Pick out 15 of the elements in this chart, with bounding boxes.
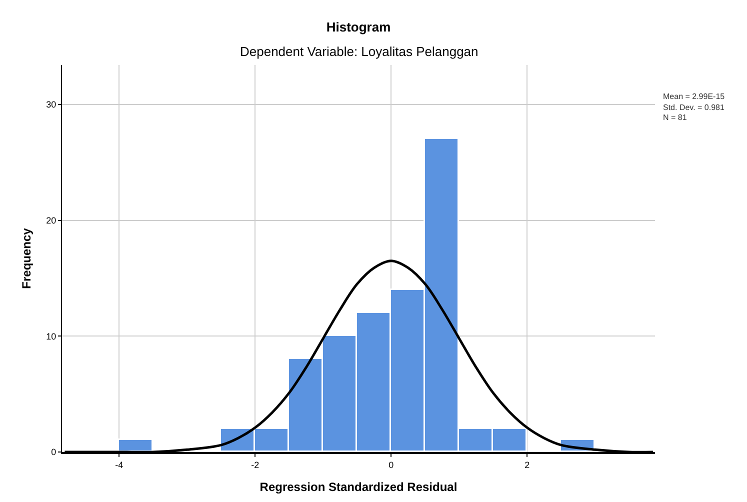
chart-title: Histogram [326,20,391,35]
y-tick-label: 30 [46,100,56,110]
x-tick-label: 0 [388,460,394,470]
y-tick-label: 0 [51,447,56,458]
x-tick-label: -4 [115,460,124,470]
text: N = 81 [663,113,688,122]
x-tick-label: -2 [251,460,260,470]
chart-subtitle: Dependent Variable: Loyalitas Pelanggan [240,44,478,59]
x-tick-label: 2 [524,460,530,470]
text: Std. Dev. = 0.981 [663,103,725,112]
y-axis-title: Frequency [19,228,34,289]
y-tick-label: 20 [46,215,56,226]
text: Mean = 2.99E-15 [663,92,726,101]
x-axis-title: Regression Standardized Residual [260,480,458,494]
y-tick-label: 10 [46,331,56,342]
